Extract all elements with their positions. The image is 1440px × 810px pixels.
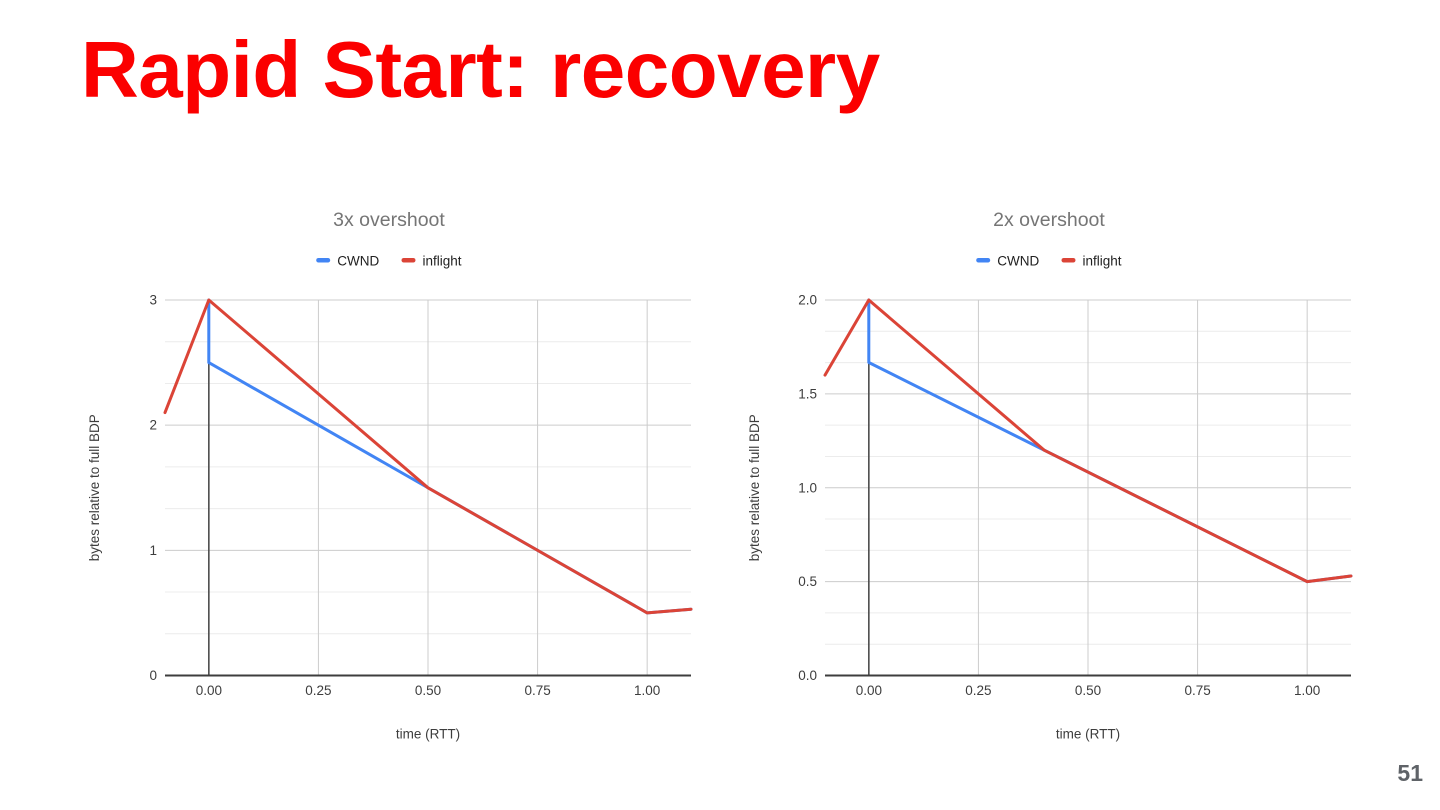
chart-title: 3x overshoot xyxy=(333,209,445,231)
series-line-inflight xyxy=(163,298,693,615)
slide-title: Rapid Start: recovery xyxy=(81,25,880,114)
y-tick-label: 3 xyxy=(149,293,157,308)
series-line-inflight xyxy=(823,298,1353,584)
y-tick-label: 2.0 xyxy=(798,293,817,308)
legend-label-inflight: inflight xyxy=(423,254,462,269)
legend-label-inflight: inflight xyxy=(1083,254,1122,269)
y-axis-title: bytes relative to full BDP xyxy=(87,414,102,561)
series-line-CWND xyxy=(207,298,693,615)
y-tick-label: 2 xyxy=(149,418,157,433)
x-tick-label: 0.50 xyxy=(415,683,441,698)
legend-swatch-inflight xyxy=(401,258,416,263)
x-tick-label: 0.00 xyxy=(196,683,222,698)
y-tick-label: 0 xyxy=(149,668,157,683)
y-tick-label: 1 xyxy=(149,543,157,558)
chart-3x-overshoot: 0.00 0.25 0.50 0.75 1.00 0 1 2 3 time (RTT) bytes … xyxy=(85,195,693,760)
y-tick-label: 1.0 xyxy=(798,480,817,495)
x-axis-title: time (RTT) xyxy=(396,727,460,742)
chart-2x-overshoot: 0.00 0.25 0.50 0.75 1.00 0.0 0.5 1.0 1.5 2.0 time … xyxy=(745,195,1353,760)
legend-swatch-CWND xyxy=(316,258,331,263)
legend-label-CWND: CWND xyxy=(337,254,379,269)
legend-item-CWND: CWND xyxy=(316,254,379,269)
chart-title: 2x overshoot xyxy=(993,209,1105,231)
y-axis-title: bytes relative to full BDP xyxy=(747,414,762,561)
x-tick-label: 0.75 xyxy=(524,683,550,698)
y-tick-label: 1.5 xyxy=(798,386,817,401)
legend-label-CWND: CWND xyxy=(997,254,1039,269)
x-tick-label: 0.75 xyxy=(1184,683,1210,698)
x-axis-title: time (RTT) xyxy=(1056,727,1120,742)
x-tick-label: 0.00 xyxy=(856,683,882,698)
x-tick-label: 0.50 xyxy=(1075,683,1101,698)
y-tick-label: 0.5 xyxy=(798,574,817,589)
x-tick-label: 0.25 xyxy=(965,683,991,698)
legend-item-inflight: inflight xyxy=(401,254,462,269)
x-tick-label: 1.00 xyxy=(634,683,660,698)
x-tick-label: 1.00 xyxy=(1294,683,1320,698)
legend-swatch-inflight xyxy=(1061,258,1076,263)
x-tick-label: 0.25 xyxy=(305,683,331,698)
chart-canvas: 0.00 0.25 0.50 0.75 1.00 0.0 0.5 1.0 1.5 2.0 time … xyxy=(747,209,1353,742)
page-number: 51 xyxy=(1397,760,1423,786)
series-line-CWND xyxy=(867,298,1353,584)
legend-item-CWND: CWND xyxy=(976,254,1039,269)
legend-swatch-CWND xyxy=(976,258,991,263)
legend-item-inflight: inflight xyxy=(1061,254,1122,269)
chart-canvas: 0.00 0.25 0.50 0.75 1.00 0 1 2 3 time (RTT) bytes … xyxy=(87,209,693,742)
y-tick-label: 0.0 xyxy=(798,668,817,683)
